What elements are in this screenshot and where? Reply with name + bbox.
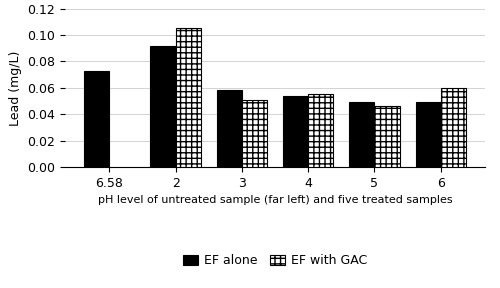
Bar: [283, 96, 308, 167]
Bar: [84, 71, 110, 167]
Bar: [176, 29, 201, 167]
Legend: EF alone, EF with GAC: EF alone, EF with GAC: [178, 249, 372, 272]
X-axis label: pH level of untreated sample (far left) and five treated samples: pH level of untreated sample (far left) …: [98, 195, 452, 205]
Bar: [440, 88, 466, 167]
Bar: [374, 106, 400, 167]
Bar: [150, 46, 176, 167]
Bar: [349, 102, 374, 167]
Bar: [308, 94, 334, 167]
Bar: [216, 90, 242, 167]
Bar: [416, 102, 440, 167]
Bar: [242, 100, 267, 167]
Y-axis label: Lead (mg/L): Lead (mg/L): [8, 50, 22, 126]
